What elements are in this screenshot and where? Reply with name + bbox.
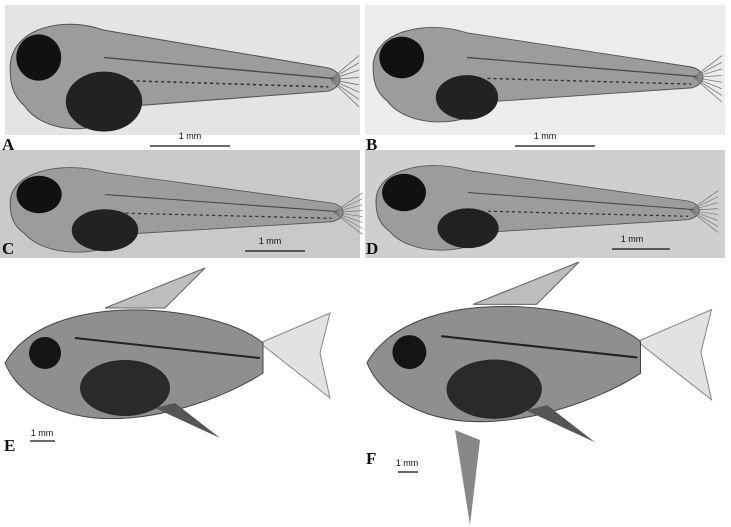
fin-ray — [693, 77, 723, 103]
gut — [80, 360, 170, 416]
notochord — [467, 191, 694, 211]
specimens — [4, 23, 723, 525]
notochord — [103, 56, 334, 80]
fin-ray — [333, 212, 363, 217]
gut — [435, 75, 499, 120]
fin-ray — [693, 68, 723, 78]
scale-label: 1 mm — [534, 131, 557, 141]
fin-ray — [330, 79, 360, 93]
gut — [437, 208, 499, 249]
eye — [382, 173, 426, 212]
fin-ray — [333, 204, 363, 213]
gut — [71, 209, 139, 252]
scale-label: 1 mm — [621, 234, 644, 244]
gut — [65, 71, 143, 132]
lateral-line — [74, 337, 261, 359]
juvenile-fish — [366, 261, 713, 443]
pelvic-fin — [455, 430, 480, 525]
larva — [9, 23, 360, 132]
fin-ray — [333, 212, 363, 229]
eye — [16, 34, 62, 81]
fin-ray — [330, 79, 360, 100]
panel-label: F — [366, 449, 376, 468]
ventral-fin — [155, 403, 220, 438]
fin-ray — [693, 61, 723, 78]
eye — [16, 175, 62, 214]
dorsal-fin — [104, 267, 206, 309]
fin-ray — [693, 77, 723, 90]
fin-ray — [330, 55, 360, 80]
fin-ray — [330, 69, 360, 80]
fin-ray — [330, 79, 360, 86]
fin-ray — [693, 77, 723, 83]
larva — [375, 165, 719, 251]
fin-ray — [330, 77, 360, 80]
dorsal-fin — [472, 261, 580, 305]
fin-ray — [689, 208, 719, 211]
panel-label: B — [366, 135, 377, 154]
lateral-line — [441, 335, 638, 359]
ventral-fin — [526, 405, 595, 443]
fin-ray — [330, 62, 360, 80]
tail-fin — [636, 308, 713, 402]
fin-ray — [689, 210, 719, 215]
scale-label: 1 mm — [396, 458, 419, 468]
fin-ray — [689, 210, 719, 227]
panel-label: C — [2, 239, 14, 258]
eye — [29, 337, 61, 369]
panel-label: A — [2, 135, 15, 154]
fin-ray — [333, 198, 363, 213]
panel-label: D — [366, 239, 378, 258]
juvenile-fish — [4, 267, 331, 438]
notochord — [104, 193, 337, 213]
scale-label: 1 mm — [259, 236, 282, 246]
fin-ray — [693, 77, 723, 96]
fin-ray — [689, 210, 719, 233]
fin-ray — [693, 55, 723, 78]
fin-ray — [333, 192, 363, 213]
fin-ray — [333, 212, 363, 235]
panel-label: E — [4, 436, 15, 455]
eye — [392, 335, 427, 370]
fin-ray — [689, 202, 719, 211]
gut — [446, 359, 542, 419]
notochord — [466, 56, 697, 78]
eye — [379, 36, 425, 79]
fin-ray — [333, 210, 363, 213]
larva — [372, 26, 723, 123]
tail-fin — [259, 312, 331, 400]
scale-label: 1 mm — [179, 131, 202, 141]
fin-ray — [689, 190, 719, 211]
fin-ray — [693, 75, 723, 78]
fin-ray — [689, 196, 719, 211]
larva — [9, 167, 363, 253]
fin-ray — [689, 210, 719, 221]
fin-ray — [330, 79, 360, 108]
scale-label: 1 mm — [31, 428, 54, 438]
fin-ray — [333, 212, 363, 223]
